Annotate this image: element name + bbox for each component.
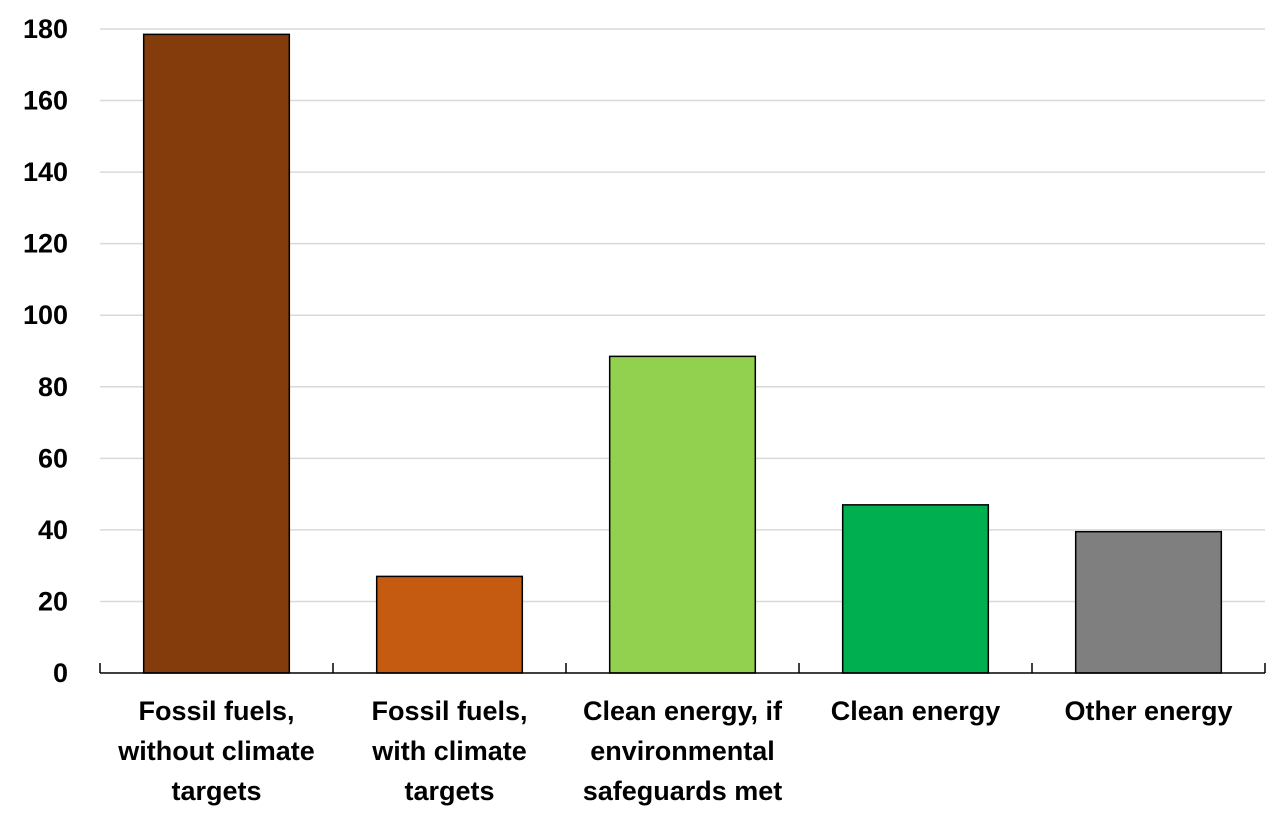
y-axis-tick-labels: 0 20 40 60 80 100 120 140 160 180 [23, 14, 68, 688]
y-tick-label: 60 [38, 443, 68, 473]
x-category-label: Fossil fuels, without climate targets [117, 696, 315, 806]
bar [1074, 530, 1223, 674]
x-category-label-line: Other energy [1064, 696, 1232, 726]
x-category-label: Clean energy [831, 696, 1001, 726]
y-tick-label: 40 [38, 515, 68, 545]
bars [142, 33, 1223, 674]
x-category-label-line: environmental [590, 736, 775, 766]
x-category-label-line: targets [404, 776, 494, 806]
x-category-label: Fossil fuels, with climate targets [371, 696, 527, 806]
x-category-label-line: with climate [371, 736, 527, 766]
y-tick-label: 140 [23, 157, 68, 187]
y-tick-label: 20 [38, 586, 68, 616]
x-category-label-line: Fossil fuels, [371, 696, 527, 726]
bar [841, 504, 990, 674]
y-tick-label: 120 [23, 229, 68, 259]
y-tick-label: 160 [23, 86, 68, 116]
y-tick-label: 180 [23, 14, 68, 44]
bar [142, 33, 291, 674]
x-axis [99, 663, 1266, 674]
y-tick-label: 80 [38, 372, 68, 402]
x-category-label: Other energy [1064, 696, 1232, 726]
bar [375, 575, 524, 674]
x-category-label-line: Clean energy, if [583, 696, 783, 726]
y-tick-label: 100 [23, 300, 68, 330]
x-category-label-line: safeguards met [583, 776, 783, 806]
bar [608, 355, 757, 674]
x-category-label-line: Fossil fuels, [138, 696, 294, 726]
gridlines [100, 28, 1265, 603]
x-category-label-line: targets [171, 776, 261, 806]
x-axis-tick-labels: Fossil fuels, without climate targetsFossi… [117, 696, 1232, 806]
x-category-label: Clean energy, if environmental safeguards … [583, 696, 783, 806]
y-tick-label: 0 [53, 658, 68, 688]
x-category-label-line: Clean energy [831, 696, 1001, 726]
x-category-label-line: without climate [117, 736, 315, 766]
